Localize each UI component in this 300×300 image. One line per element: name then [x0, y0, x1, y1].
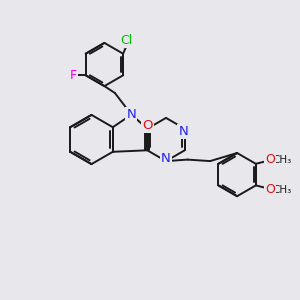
Text: N: N — [127, 108, 136, 121]
Text: CH₃: CH₃ — [272, 184, 292, 195]
Text: F: F — [70, 69, 77, 82]
Text: O: O — [142, 118, 153, 132]
Text: N: N — [161, 152, 171, 165]
Text: N: N — [178, 124, 188, 138]
Text: Cl: Cl — [120, 34, 132, 47]
Text: CH₃: CH₃ — [272, 154, 292, 165]
Text: O: O — [265, 183, 275, 196]
Text: O: O — [265, 153, 275, 166]
